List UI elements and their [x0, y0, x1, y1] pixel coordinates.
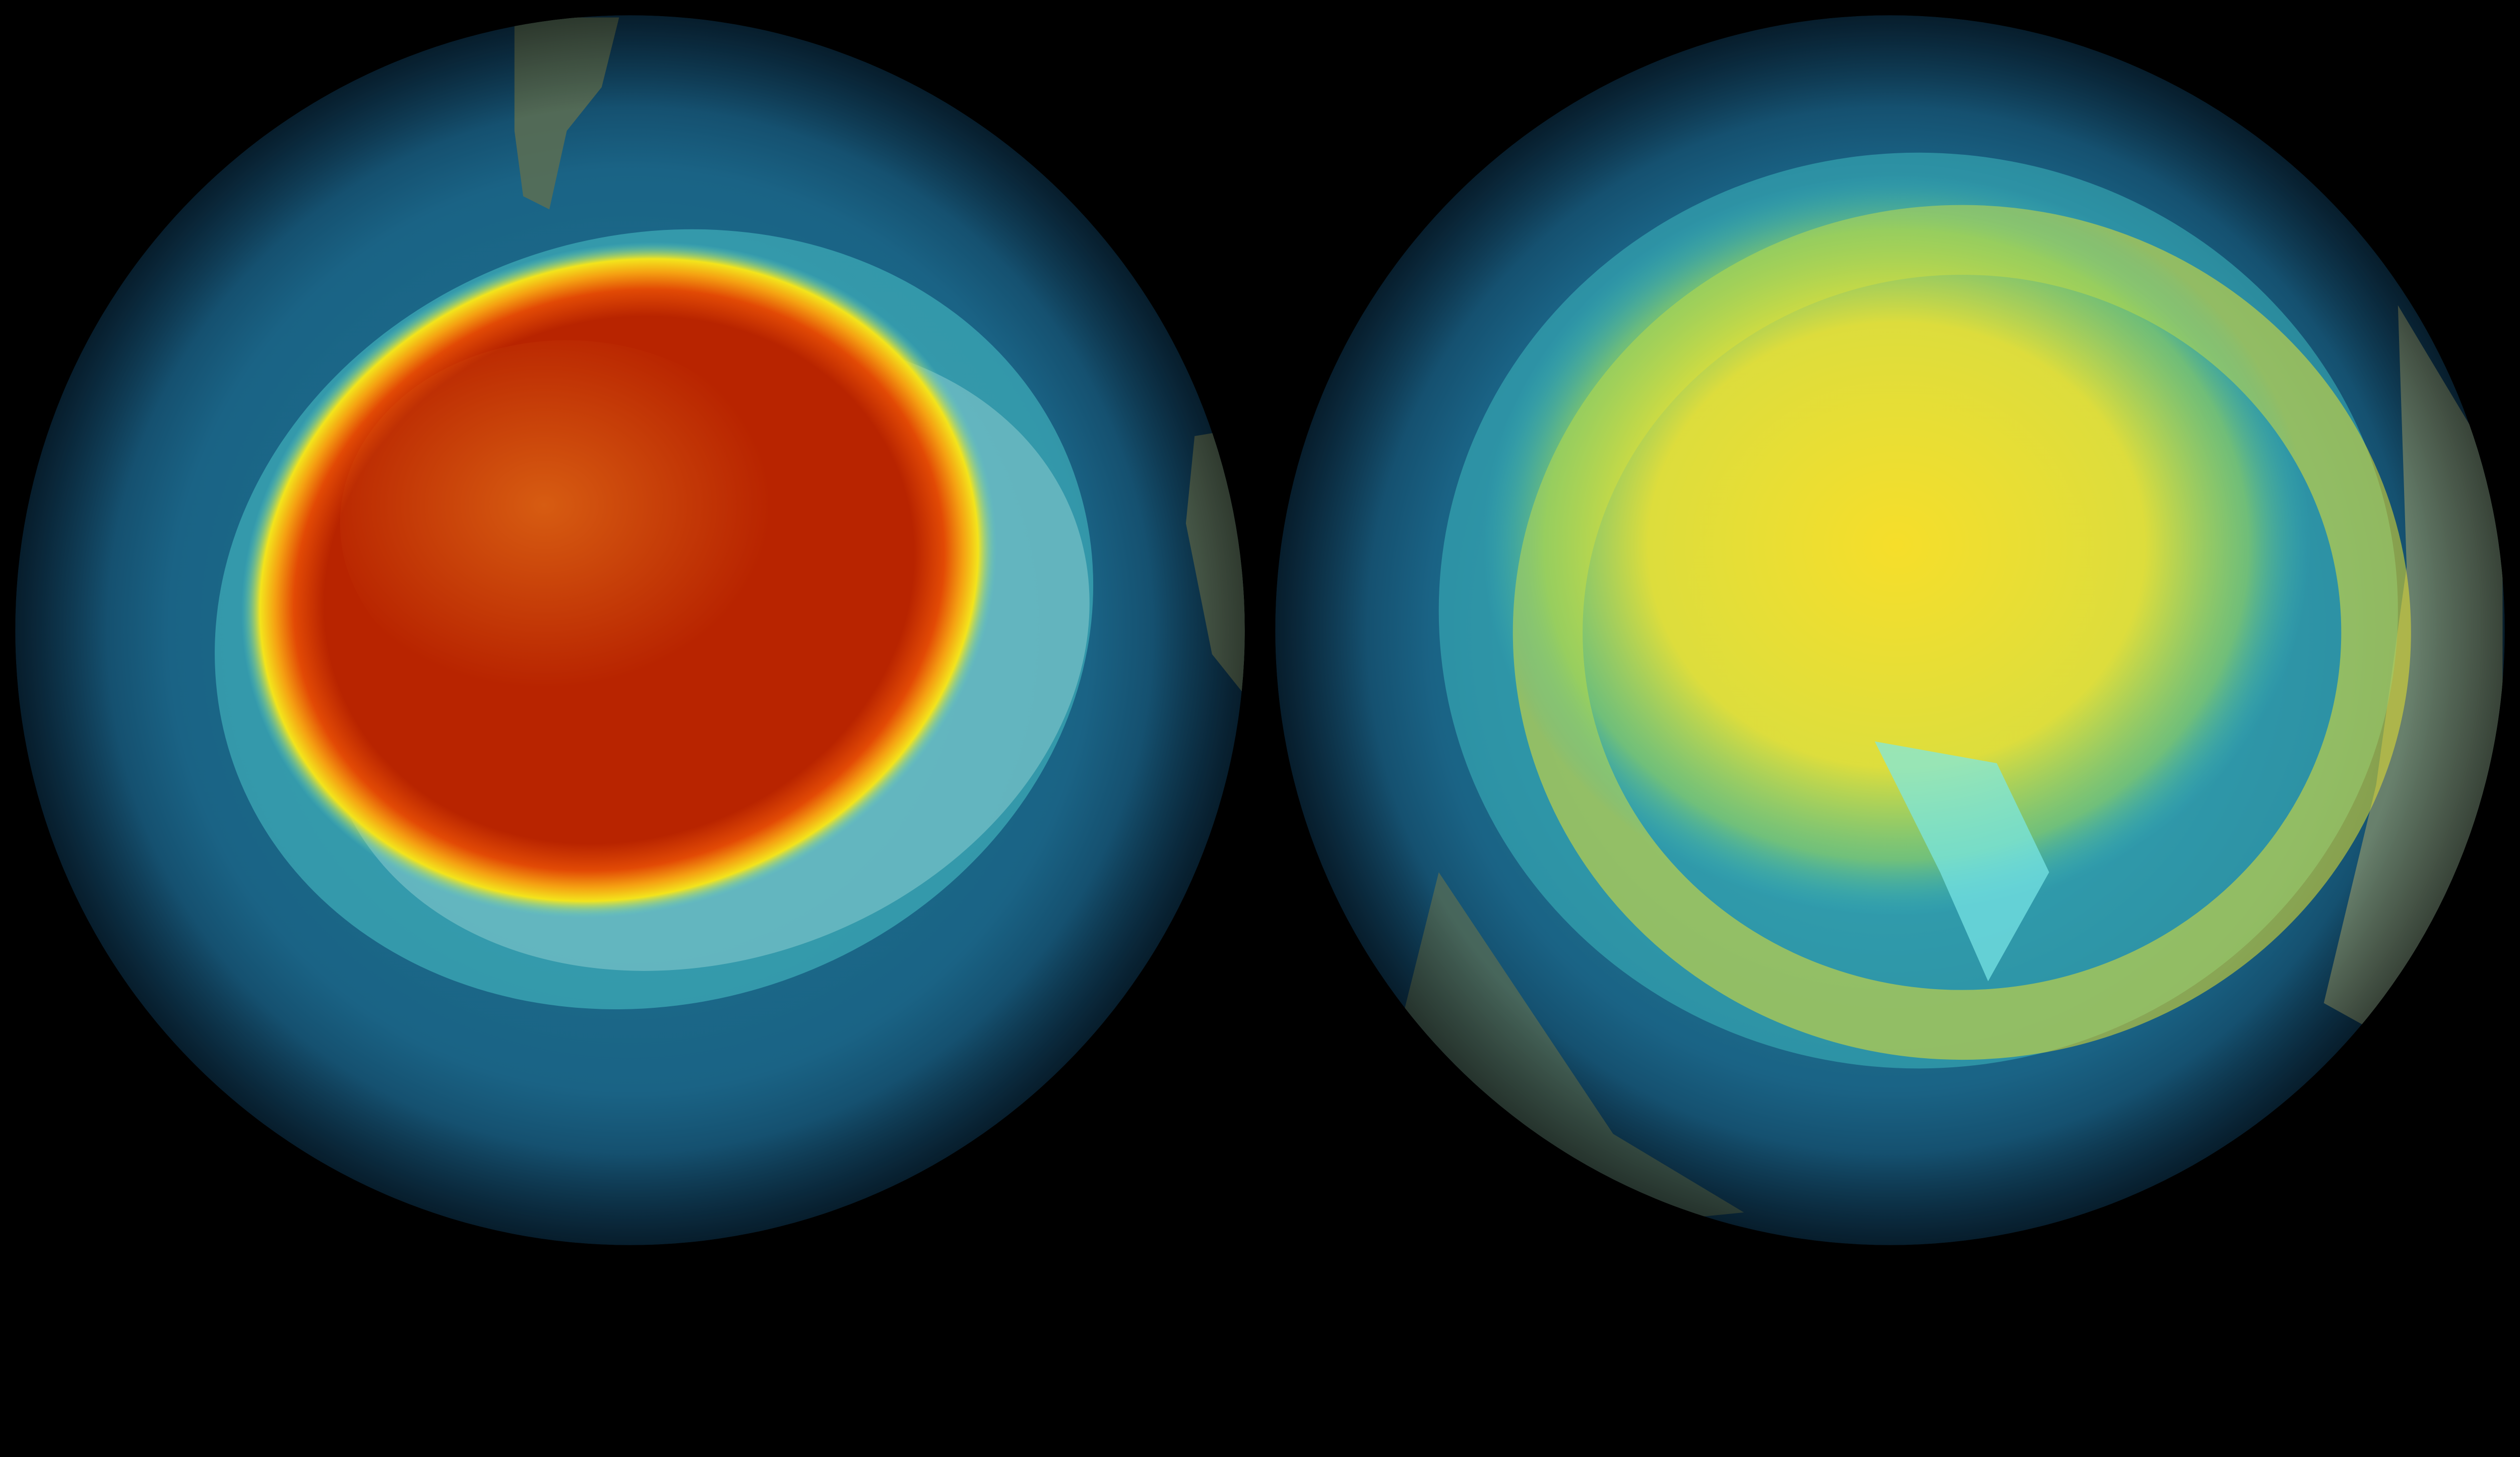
ozone-globes-visualization — [15, 15, 2505, 1245]
southern-hemisphere-globe — [15, 15, 1245, 1245]
limb-shading — [15, 15, 1245, 1245]
northern-hemisphere-globe — [1275, 15, 2505, 1245]
limb-shading — [1275, 15, 2505, 1245]
